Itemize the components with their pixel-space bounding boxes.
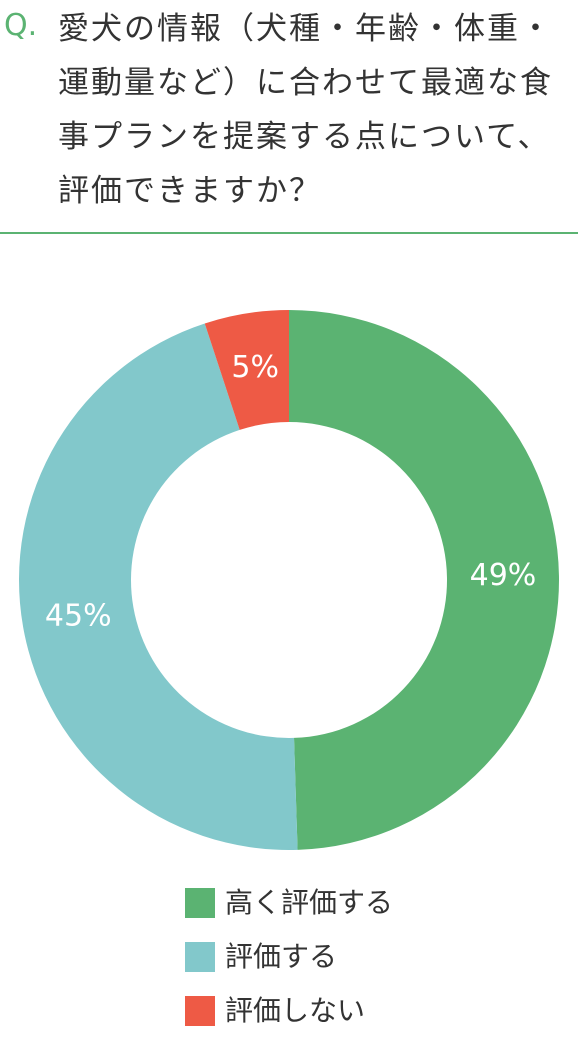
legend-swatch — [185, 888, 215, 918]
legend-swatch — [185, 942, 215, 972]
legend-swatch — [185, 996, 215, 1026]
value-label: 5% — [231, 350, 279, 385]
value-label: 45% — [45, 599, 112, 634]
donut-segment — [289, 310, 560, 850]
question-label: Q. — [4, 8, 38, 43]
value-label: 49% — [470, 558, 537, 593]
legend-label: 評価しない — [225, 994, 365, 1027]
question-text: 愛犬の情報（犬種・年齢・体重・運動量など）に合わせて最適な食事プランを提案する点… — [58, 11, 553, 209]
donut-segment — [204, 310, 289, 430]
legend-label: 評価する — [225, 940, 337, 973]
question-header: Q. 愛犬の情報（犬種・年齢・体重・運動量など）に合わせて最適な食事プランを提案… — [0, 0, 578, 234]
donut-segment — [19, 323, 298, 850]
legend-label: 高く評価する — [225, 886, 393, 919]
